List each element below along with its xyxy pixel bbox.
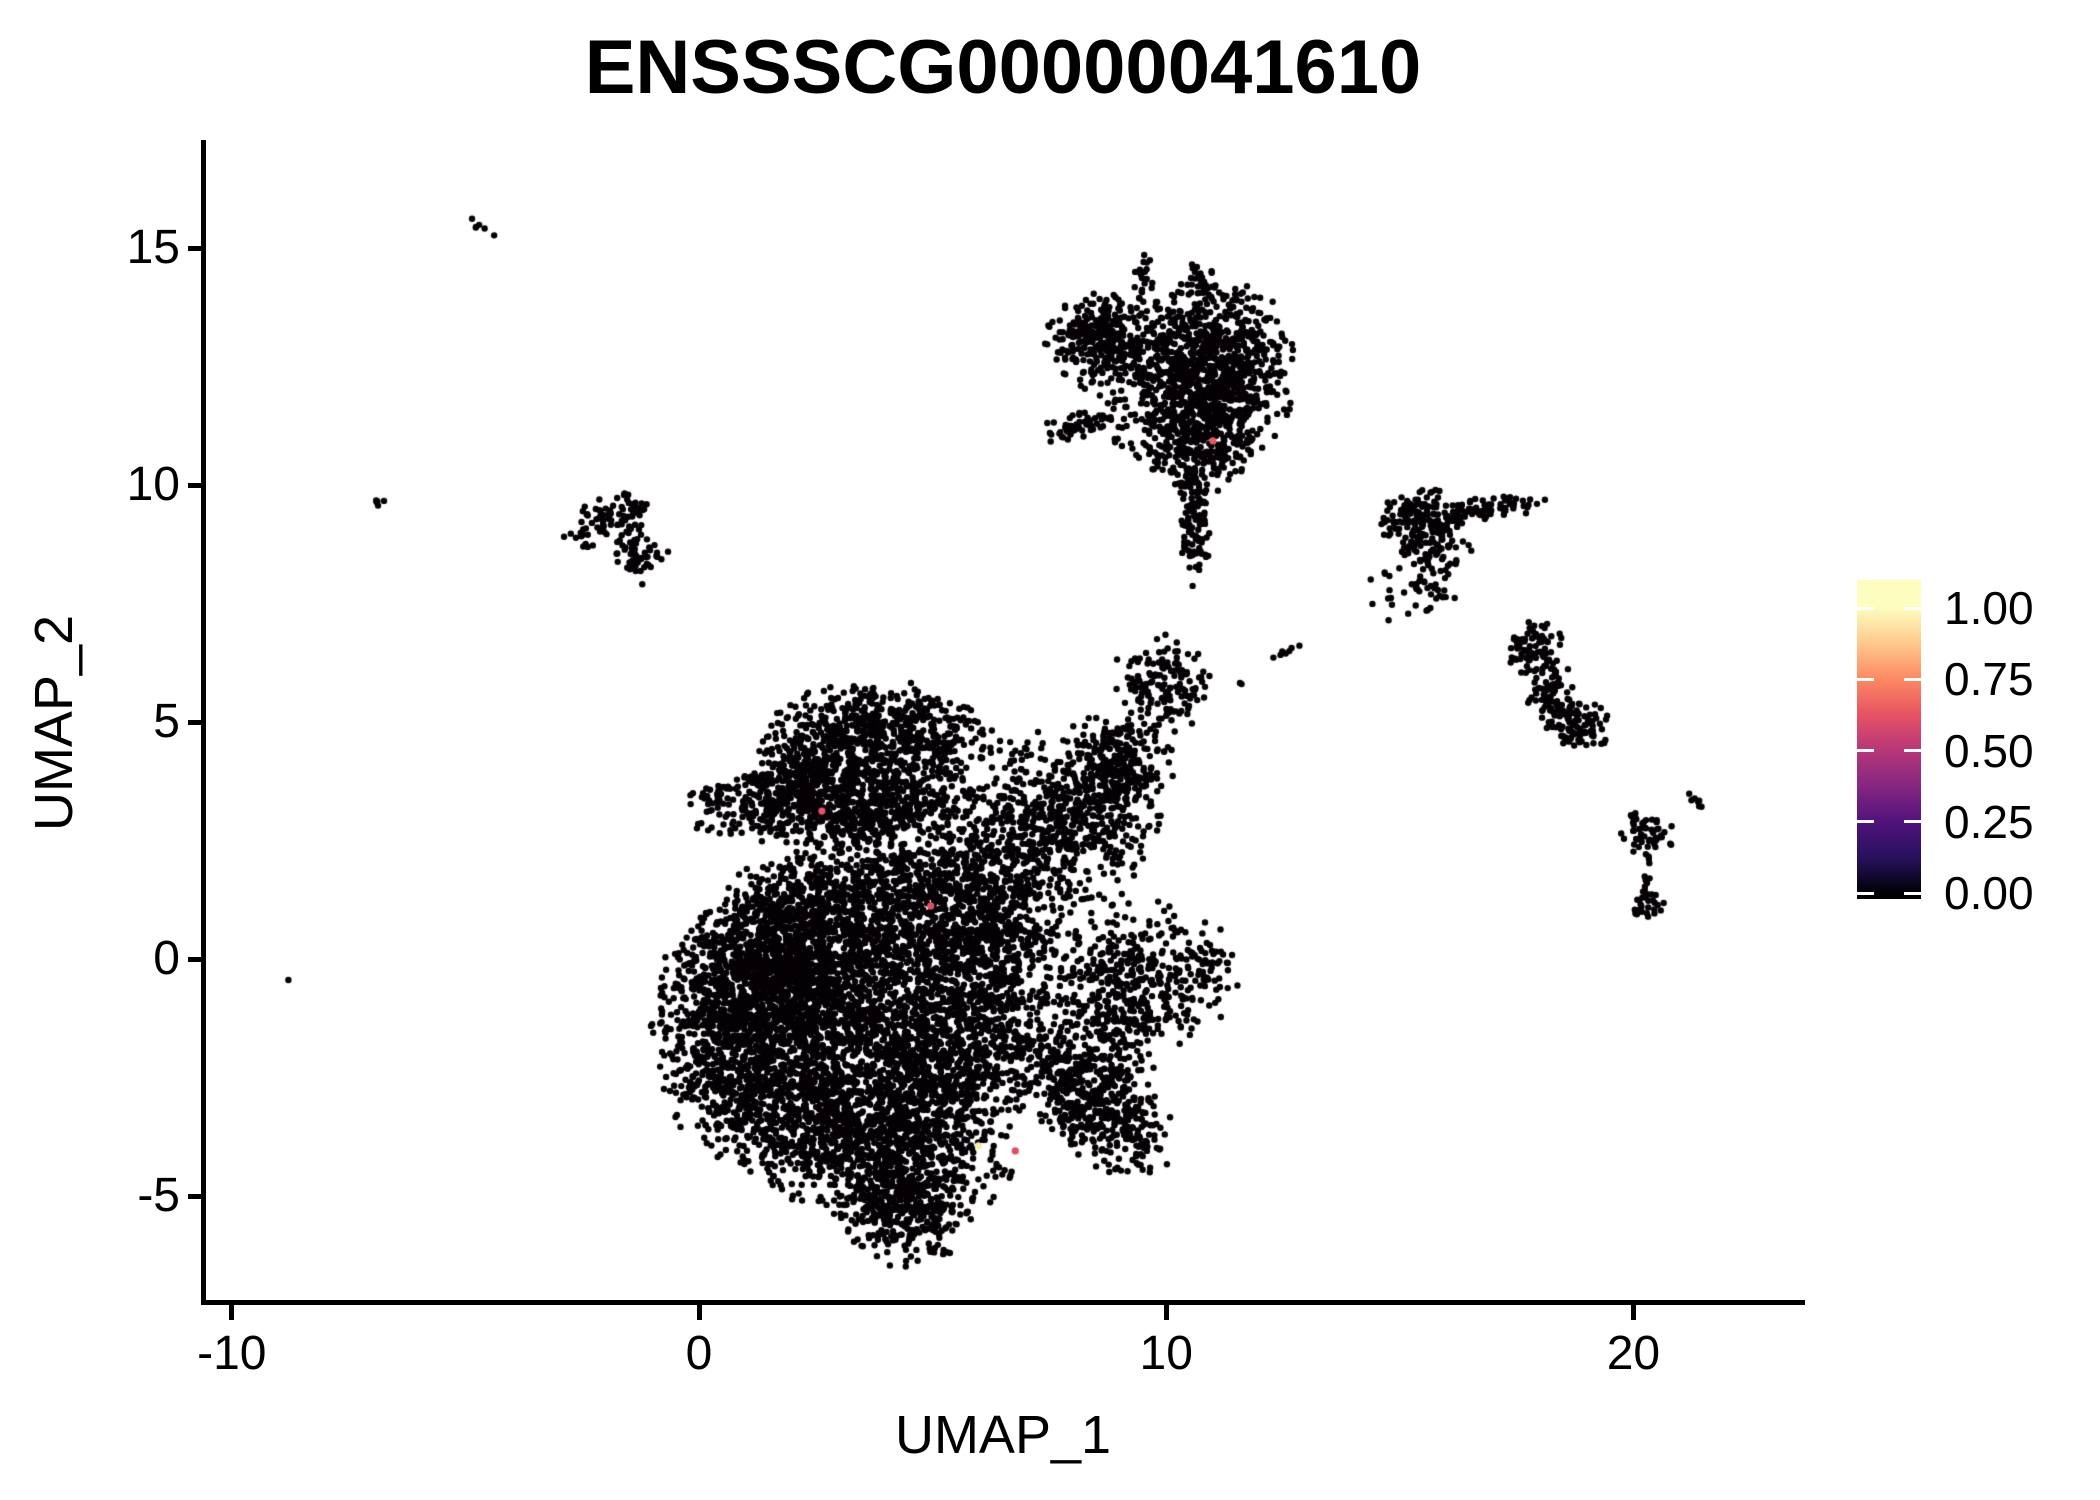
y-tick-label-2: 5 — [153, 695, 180, 748]
legend-tick-0-right — [1904, 606, 1921, 610]
legend-label-4: 0.00 — [1944, 867, 2034, 919]
legend-tick-1-right — [1904, 677, 1921, 681]
legend-tick-2-right — [1904, 749, 1921, 752]
x-tick-label-2: 10 — [1139, 1327, 1193, 1380]
x-tick-mark-2 — [1163, 1305, 1169, 1320]
legend-tick-3-right — [1904, 820, 1921, 824]
y-tick-label-4: 15 — [126, 221, 180, 274]
x-tick-label-3: 20 — [1606, 1327, 1661, 1380]
plot-title: ENSSSCG00000041610 — [584, 25, 1422, 110]
legend-label-0: 1.00 — [1944, 582, 2034, 634]
legend-tick-4-left — [1857, 891, 1874, 895]
x-tick-mark-0 — [229, 1305, 235, 1320]
y-tick-mark-0 — [188, 1193, 203, 1199]
y-tick-label-3: 10 — [126, 458, 180, 511]
x-axis-line — [201, 1300, 1805, 1305]
legend-label-3: 0.25 — [1944, 795, 2034, 848]
y-axis-title: UMAP_2 — [24, 614, 84, 832]
y-tick-mark-3 — [188, 482, 203, 488]
y-tick-mark-4 — [188, 245, 203, 251]
y-axis-line — [201, 140, 206, 1305]
x-tick-mark-1 — [696, 1305, 702, 1320]
legend-tick-4-right — [1904, 891, 1921, 895]
x-axis-title: UMAP_1 — [894, 1405, 1112, 1465]
legend-label-1: 0.75 — [1944, 653, 2034, 706]
legend-colorbar — [1857, 580, 1921, 899]
y-tick-label-1: 0 — [153, 932, 180, 985]
legend-tick-1-left — [1857, 677, 1874, 681]
legend-label-2: 0.50 — [1944, 724, 2034, 777]
y-tick-mark-2 — [188, 719, 203, 725]
y-tick-mark-1 — [188, 956, 203, 962]
legend-tick-0-left — [1857, 606, 1874, 610]
legend-tick-2-left — [1857, 749, 1874, 752]
y-tick-label-0: -5 — [137, 1169, 180, 1222]
x-tick-label-1: 0 — [685, 1327, 713, 1380]
legend-tick-3-left — [1857, 820, 1874, 824]
x-tick-label-0: -10 — [197, 1327, 267, 1380]
x-tick-mark-3 — [1630, 1305, 1636, 1320]
